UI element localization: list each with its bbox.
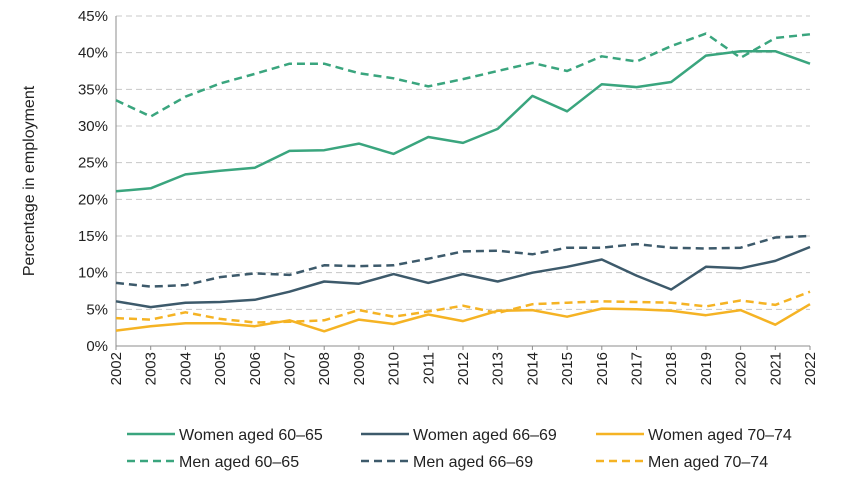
y-tick-label: 10%: [78, 265, 108, 282]
y-tick-label: 35%: [78, 81, 108, 98]
series-line-6: [115, 290, 811, 324]
series-line-3: [115, 303, 811, 333]
legend-label: Men aged 70–74: [648, 454, 768, 471]
x-tick-label: 2008: [316, 352, 333, 385]
series-line-4: [115, 32, 811, 118]
x-tick-label: 2004: [177, 352, 194, 385]
legend-label: Women aged 70–74: [648, 427, 792, 444]
legend: Women aged 60–65 Women aged 66–69 Women ag…: [127, 427, 792, 471]
y-tick-label: 30%: [78, 118, 108, 135]
x-tick-label: 2018: [663, 352, 680, 385]
x-axis-tick-labels: 2002 2003 2004 2005 2006 2007 2008 2009 2010 2011…: [108, 352, 819, 385]
legend-label: Men aged 60–65: [179, 454, 299, 471]
y-tick-label: 15%: [78, 228, 108, 245]
x-tick-label: 2014: [524, 352, 541, 385]
y-tick-label: 45%: [78, 8, 108, 25]
x-tick-label: 2010: [386, 352, 403, 385]
x-tick-label: 2013: [490, 352, 507, 385]
x-tick-label: 2002: [108, 352, 125, 385]
series-lines: [115, 32, 811, 333]
series-line-1: [115, 49, 811, 193]
x-tick-label: 2021: [767, 352, 784, 385]
y-tick-label: 25%: [78, 155, 108, 172]
y-tick-label: 40%: [78, 45, 108, 62]
x-tick-label: 2016: [594, 352, 611, 385]
x-tick-label: 2005: [212, 352, 229, 385]
y-tick-label: 20%: [78, 191, 108, 208]
x-tick-label: 2015: [559, 352, 576, 385]
x-tick-label: 2006: [247, 352, 264, 385]
x-tick-label: 2017: [629, 352, 646, 385]
x-tick-label: 2022: [802, 352, 819, 385]
legend-label: Men aged 66–69: [413, 454, 533, 471]
y-tick-label: 0%: [86, 338, 108, 355]
legend-label: Women aged 66–69: [413, 427, 557, 444]
x-tick-label: 2009: [351, 352, 368, 385]
y-axis-title: Percentage in employment: [21, 85, 38, 276]
axes: [115, 16, 811, 350]
series-line-5: [115, 234, 811, 288]
legend-label: Women aged 60–65: [179, 427, 323, 444]
x-tick-label: 2011: [420, 352, 437, 384]
x-tick-label: 2019: [698, 352, 715, 385]
x-tick-label: 2012: [455, 352, 472, 385]
x-tick-label: 2003: [143, 352, 160, 385]
x-tick-label: 2007: [282, 352, 299, 385]
y-axis-tick-labels: 0% 5% 10% 15% 20% 25% 30% 35% 40% 45%: [78, 8, 108, 355]
y-tick-label: 5%: [86, 301, 108, 318]
gridlines: [116, 15, 810, 310]
x-tick-label: 2020: [733, 352, 750, 385]
series-line-2: [115, 245, 811, 309]
